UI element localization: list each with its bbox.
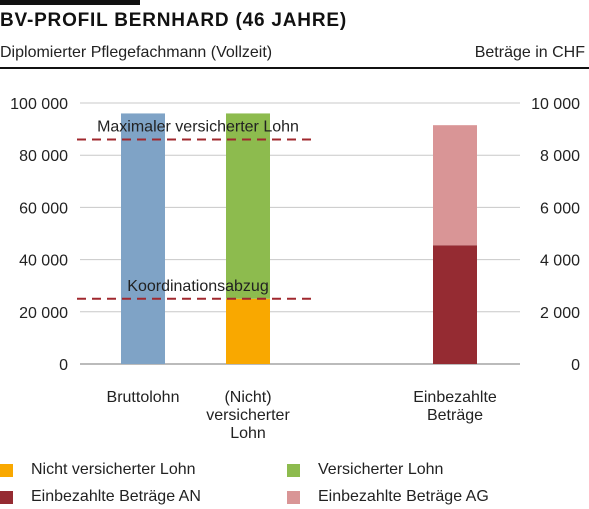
x-category-label: Lohn — [230, 425, 266, 442]
bar-segment-versichert — [226, 113, 270, 299]
legend-label: Nicht versicherter Lohn — [31, 461, 196, 478]
y-tick-label-right: 2 000 — [540, 305, 580, 322]
reference-line-label: Koordinationsabzug — [127, 278, 268, 295]
header-rule — [0, 67, 589, 69]
reference-line-label: Maximaler versicherter Lohn — [97, 119, 299, 136]
legend-label: Versicherter Lohn — [318, 461, 444, 478]
y-tick-label-left: 60 000 — [19, 200, 68, 217]
y-tick-label-left: 40 000 — [19, 253, 68, 270]
x-category-label: versicherter — [206, 407, 290, 424]
y-tick-label-right: 10 000 — [531, 96, 580, 113]
legend-label: Einbezahlte Beträge AG — [318, 488, 489, 505]
y-tick-label-right: 8 000 — [540, 148, 580, 165]
y-tick-label-left: 0 — [59, 357, 68, 374]
bar-segment-nicht-versichert — [226, 298, 270, 364]
y-tick-label-right: 6 000 — [540, 200, 580, 217]
chart-subtitle: Diplomierter Pflegefachmann (Vollzeit) — [0, 44, 273, 61]
legend-swatch-an — [0, 490, 13, 504]
legend-item-versichert: Versicherter Lohn — [287, 461, 443, 479]
legend-item-ag: Einbezahlte Beträge AG — [287, 488, 489, 506]
bar-segment-an — [433, 245, 477, 364]
x-category-label: Bruttolohn — [107, 389, 180, 406]
x-category-label: (Nicht) — [224, 389, 271, 406]
legend-item-an: Einbezahlte Beträge AN — [0, 488, 201, 506]
x-category-label: Einbezahlte — [413, 389, 497, 406]
y-tick-label-left: 80 000 — [19, 148, 68, 165]
y-tick-label-right: 0 — [571, 357, 580, 374]
bar-segment-ag — [433, 125, 477, 246]
legend-item-nicht-versichert: Nicht versicherter Lohn — [0, 461, 196, 479]
x-category-label: Beträge — [427, 407, 483, 424]
legend-swatch-nicht-versichert — [0, 463, 13, 477]
bar-segment-brutto — [121, 113, 165, 364]
title-accent-bar — [0, 0, 140, 5]
y-tick-label-left: 100 000 — [10, 96, 68, 113]
y-tick-label-right: 4 000 — [540, 253, 580, 270]
chart-title: BV-PROFIL BERNHARD (46 JAHRE) — [0, 10, 347, 31]
y-tick-label-left: 20 000 — [19, 305, 68, 322]
legend-label: Einbezahlte Beträge AN — [31, 488, 201, 505]
units-label: Beträge in CHF — [474, 44, 585, 61]
legend-swatch-versichert — [287, 463, 300, 477]
legend-swatch-ag — [287, 490, 300, 504]
